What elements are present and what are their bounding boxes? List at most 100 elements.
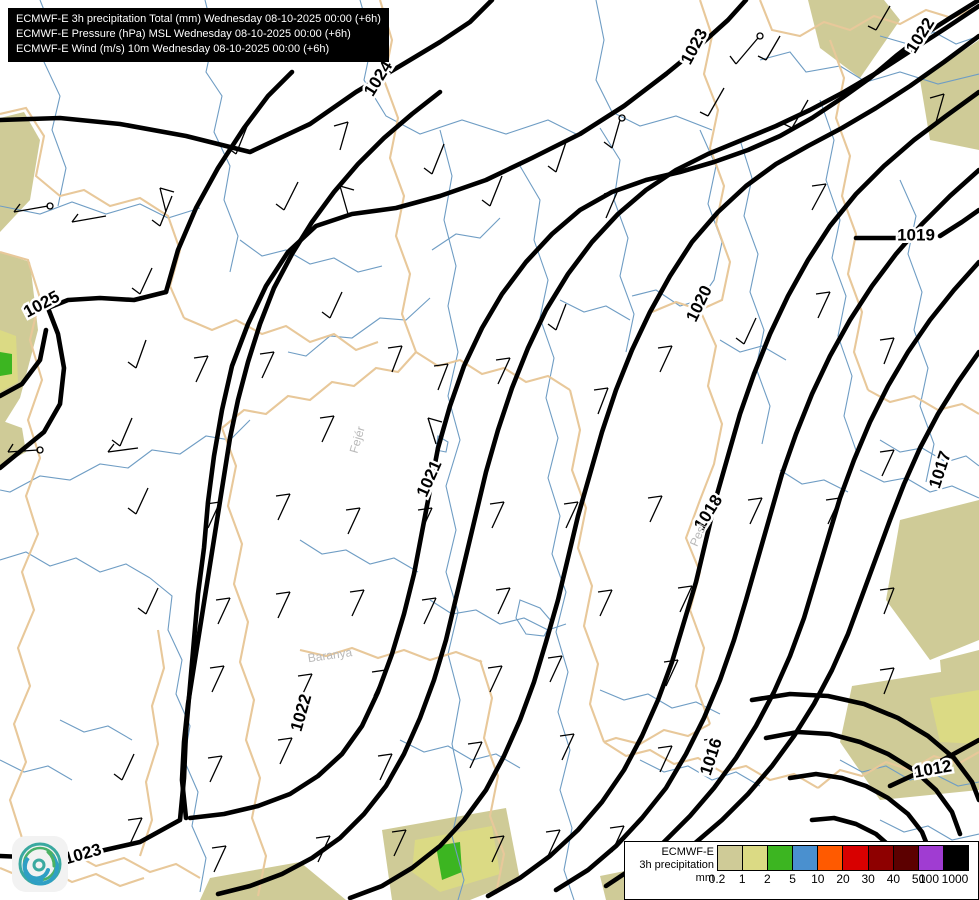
isobar-low2 — [763, 729, 963, 837]
admin-border — [183, 317, 379, 352]
wind-barb — [127, 817, 143, 845]
isobar-1025b — [0, 327, 49, 399]
admin-border — [603, 741, 819, 789]
wind-barb — [603, 189, 619, 219]
precip-area — [0, 352, 12, 376]
wind-barb — [127, 339, 147, 369]
wind-barb — [193, 355, 209, 383]
wind-barb — [783, 99, 809, 129]
wind-barb — [495, 587, 511, 615]
wind-barb — [547, 141, 567, 173]
river — [399, 739, 521, 769]
wind-barb — [563, 501, 579, 529]
wind-barb — [339, 185, 355, 215]
river — [599, 127, 635, 353]
title-line-precipitation: ECMWF-E 3h precipitation Total (mm) Wedn… — [16, 13, 381, 25]
wind-barb — [657, 345, 673, 373]
brand-logo[interactable] — [12, 836, 68, 892]
legend-scale: 0.2 1 2 5 10 20 30 40 50 100 1000 — [709, 842, 978, 890]
wind-barb — [487, 665, 503, 693]
wind-barb — [879, 587, 895, 615]
wind-barb — [735, 317, 757, 345]
isobar-1019 — [485, 89, 979, 899]
legend-tick-100: 100 — [918, 872, 940, 886]
river — [819, 99, 859, 457]
wind-barb — [489, 501, 505, 529]
admin-border — [568, 389, 605, 743]
river — [0, 759, 73, 781]
wind-barb — [867, 5, 891, 31]
legend-tick-50: 50 — [911, 872, 926, 886]
legend-model: ECMWF-E — [661, 846, 714, 858]
wind-barb — [489, 835, 505, 863]
wind-barb — [275, 493, 291, 521]
wind-barb — [663, 659, 679, 687]
wind-barb — [215, 597, 231, 625]
wind-barb — [319, 415, 335, 443]
wind-barb — [677, 585, 693, 613]
river — [519, 165, 575, 900]
legend-tick-1: 1 — [738, 872, 746, 886]
isobar-1012 — [887, 737, 979, 789]
wind-barb — [209, 665, 225, 693]
wind-barb — [699, 87, 725, 117]
wind-barb — [703, 737, 719, 765]
admin-border — [684, 309, 724, 725]
wind-barb — [211, 845, 227, 873]
wind-barb — [811, 183, 827, 211]
river — [779, 469, 849, 493]
precip-area — [436, 842, 462, 880]
wind-barb — [371, 669, 387, 697]
cyclone-logo-icon — [18, 842, 62, 886]
wind-barb — [111, 417, 133, 447]
river — [515, 599, 553, 637]
admin-border — [817, 751, 979, 789]
river — [719, 339, 787, 361]
legend-tick-40: 40 — [886, 872, 901, 886]
admin-border — [867, 389, 979, 415]
wind-barbs — [7, 5, 945, 873]
legend-swatch-9 — [943, 846, 968, 870]
river — [739, 139, 771, 445]
wind-barb — [747, 497, 763, 525]
wind-barb — [159, 187, 175, 213]
river — [299, 539, 419, 573]
wind-barb — [657, 745, 673, 773]
river — [0, 551, 151, 579]
wind-barb — [467, 741, 483, 769]
svg-text:Baranya: Baranya — [307, 645, 354, 665]
isobar-1024 — [0, 0, 495, 155]
isobar-1020 — [347, 33, 979, 900]
admin-border — [139, 629, 166, 857]
wind-barb — [321, 291, 343, 319]
legend-swatch-5 — [843, 846, 869, 870]
wind-barb — [349, 589, 365, 617]
wind-barb — [71, 213, 107, 223]
wind-barb — [647, 495, 663, 523]
title-line-pressure: ECMWF-E Pressure (hPa) MSL Wednesday 08-… — [16, 28, 351, 40]
wind-barb — [879, 337, 895, 365]
river — [287, 297, 431, 357]
wind-barb — [315, 835, 331, 863]
river — [239, 239, 383, 273]
wind-barb — [597, 589, 613, 617]
river — [879, 439, 979, 467]
legend-unit: mm — [695, 872, 714, 884]
river — [759, 51, 979, 85]
wind-barb — [421, 597, 437, 625]
wind-barb — [391, 829, 407, 857]
wind-barb — [205, 501, 221, 529]
wind-barb — [593, 387, 609, 415]
river — [431, 217, 501, 251]
wind-barb — [825, 497, 841, 525]
wind-barb — [297, 673, 313, 701]
wind-barb — [259, 351, 275, 379]
wind-barb — [603, 114, 626, 149]
title-block: ECMWF-E 3h precipitation Total (mm) Wedn… — [8, 8, 389, 62]
wind-barb — [127, 487, 149, 515]
wind-barb — [423, 143, 445, 175]
wind-barb — [137, 587, 159, 615]
legend-caption: ECMWF-E 3h precipitation mm — [625, 842, 717, 885]
precip-area — [808, 0, 900, 78]
